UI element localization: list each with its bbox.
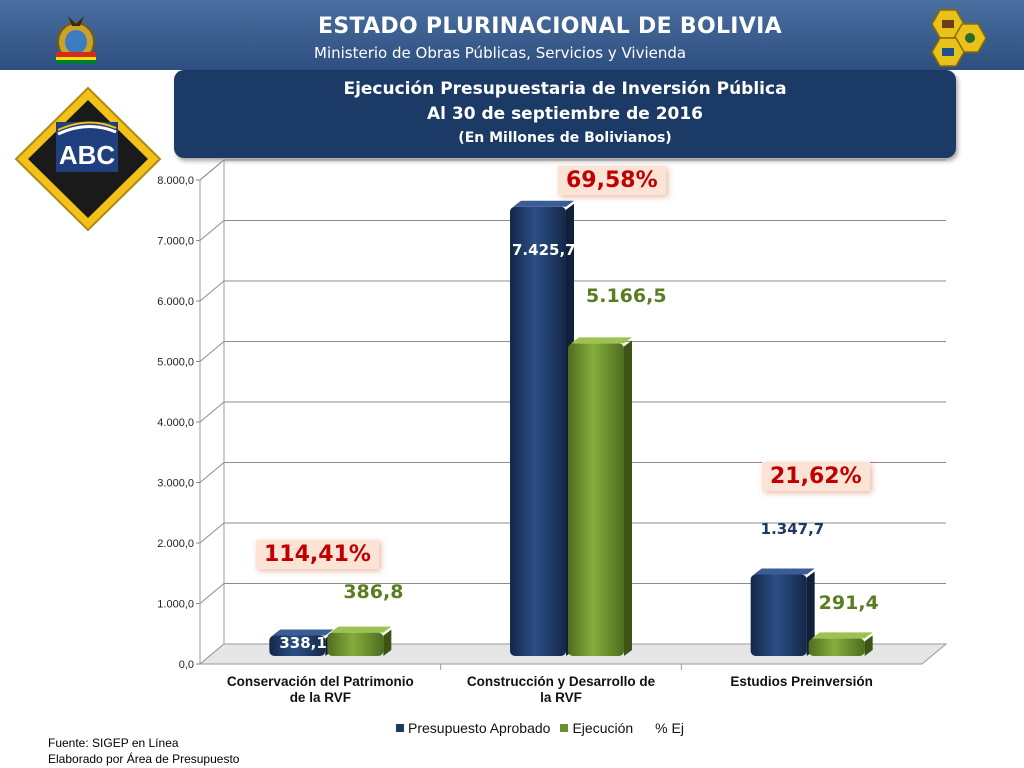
y-tick-label: 1.000,0 (157, 599, 194, 611)
bar-top (571, 337, 632, 344)
bar-top (753, 568, 815, 575)
gridline (199, 583, 946, 604)
header-subtitle: Ministerio de Obras Públicas, Servicios … (314, 44, 687, 62)
data-label-presupuesto-1: 7.425,7 (512, 240, 576, 259)
abc-logo: ABC (14, 86, 162, 232)
header-banner: ESTADO PLURINACIONAL DE BOLIVIA Minister… (0, 0, 1024, 70)
legend-swatch-ejecucion (560, 724, 569, 732)
bar-front (327, 632, 384, 656)
gridline (199, 280, 946, 302)
legend-label-pct: % Ej (655, 720, 684, 736)
bar-side (383, 629, 392, 656)
bar-front (808, 638, 865, 656)
bar-presupuesto-2 (750, 568, 815, 656)
header-title: ESTADO PLURINACIONAL DE BOLIVIA (318, 14, 782, 39)
x-category-label-2: Estudios Preinversión (692, 674, 912, 690)
bar-presupuesto-1 (510, 200, 574, 656)
bar-top (272, 629, 334, 636)
gridline (199, 462, 946, 483)
gridline (199, 159, 946, 181)
footer-source: Fuente: SIGEP en Línea (48, 736, 179, 750)
y-tick-label: 0,0 (179, 659, 194, 671)
pct-label-0: 114,41% (256, 540, 379, 569)
pct-label-1: 69,58% (558, 166, 666, 195)
y-tick-label: 8.000,0 (157, 175, 194, 187)
chart-title-line-2: Al 30 de septiembre de 2016 (426, 104, 704, 124)
legend-swatch-pct (643, 724, 652, 732)
legend-item-ejecucion: Ejecución (560, 720, 633, 736)
data-label-ejecucion-0: 386,8 (343, 580, 404, 603)
footer-author: Elaborado por Área de Presupuesto (48, 752, 240, 766)
gridline (199, 401, 946, 423)
x-category-label-line: Conservación del Patrimonio (226, 674, 414, 689)
legend-item-pct: % Ej (643, 720, 684, 736)
abc-logo-text: ABC (59, 140, 116, 170)
y-tick-label: 6.000,0 (157, 296, 194, 308)
y-tick-label: 4.000,0 (157, 417, 194, 429)
x-category-label-line: de la RVF (289, 690, 351, 705)
bar-front (750, 574, 807, 656)
gridline (199, 522, 946, 544)
x-category-label-1: Construcción y Desarrollo de la RVF (451, 674, 671, 706)
data-label-ejecucion-1: 5.166,5 (586, 285, 667, 308)
legend-label-ejecucion: Ejecución (572, 720, 634, 736)
bar-front (510, 206, 566, 656)
chart-legend: Presupuesto Aprobado Ejecución % Ej (396, 720, 694, 736)
bar-ejecucion-2 (808, 632, 873, 656)
bar-ejecucion-1 (568, 337, 632, 656)
legend-item-presupuesto: Presupuesto Aprobado (396, 720, 550, 736)
bar-side (864, 635, 873, 656)
bar-top (513, 200, 574, 207)
legend-swatch-presupuesto (396, 724, 404, 732)
legend-label-presupuesto: Presupuesto Aprobado (408, 720, 551, 736)
bar-front (269, 635, 326, 656)
chart-title-line-1: Ejecución Presupuestaria de Inversión Pú… (343, 79, 787, 99)
pct-label-2: 21,62% (762, 462, 870, 491)
bar-side (806, 571, 815, 656)
x-category-label-line: la RVF (540, 690, 582, 705)
bar-top (811, 632, 873, 639)
x-category-label-line: Construcción y Desarrollo de (466, 674, 656, 689)
x-category-label-line: Estudios Preinversión (730, 674, 873, 689)
bar-top (330, 626, 392, 633)
data-label-ejecucion-2: 291,4 (818, 592, 879, 615)
data-label-presupuesto-2: 1.347,7 (760, 520, 825, 539)
chart-title-box: Ejecución Presupuestaria de Inversión Pú… (174, 70, 956, 158)
y-tick-label: 2.000,0 (157, 538, 194, 550)
x-category-label-0: Conservación del Patrimonio de la RVF (210, 674, 430, 706)
gridline (199, 220, 946, 241)
data-label-presupuesto-0: 338,1 (279, 634, 327, 652)
y-tick-label: 3.000,0 (157, 478, 194, 490)
y-tick-label: 7.000,0 (157, 236, 194, 248)
coat-of-arms-icon (56, 16, 96, 64)
bar-ejecucion-0 (327, 626, 392, 656)
bar-side (624, 340, 632, 656)
y-tick-label: 5.000,0 (157, 357, 194, 369)
gridline (199, 341, 946, 362)
ministry-logo-icon (931, 9, 986, 67)
bar-front (568, 343, 624, 656)
chart-title-line-3: (En Millones de Bolivianos) (458, 130, 672, 146)
